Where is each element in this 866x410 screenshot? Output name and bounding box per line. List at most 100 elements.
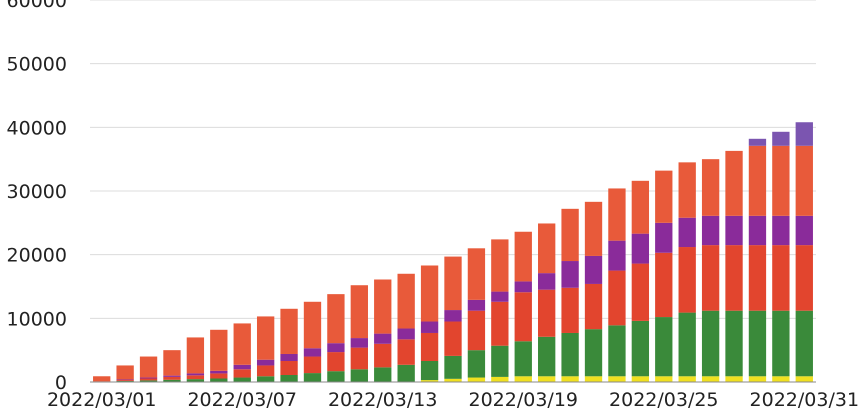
bar-segment bbox=[280, 353, 298, 361]
bar-segment bbox=[116, 365, 134, 380]
bar-segment bbox=[186, 375, 205, 380]
bar-segment bbox=[655, 317, 673, 377]
bar-segment bbox=[139, 377, 158, 379]
bar-segment bbox=[772, 376, 790, 382]
bar-segment bbox=[795, 376, 813, 382]
bar-segment bbox=[748, 215, 767, 246]
bar-segment bbox=[163, 375, 181, 377]
bar-segment bbox=[116, 379, 134, 381]
bar-segment bbox=[139, 356, 158, 378]
bar-segment bbox=[725, 376, 743, 382]
x-tick-label: 2022/03/19 bbox=[469, 389, 579, 410]
bar-segment bbox=[795, 215, 813, 246]
bar-segment bbox=[655, 170, 673, 223]
bar-segment bbox=[327, 294, 345, 344]
bar-segment bbox=[538, 273, 556, 290]
bar-segment bbox=[350, 369, 368, 382]
bar-segment bbox=[538, 336, 556, 377]
bar-segment bbox=[514, 341, 532, 377]
bar-segment bbox=[280, 374, 298, 382]
bar-segment bbox=[725, 245, 743, 311]
bar-segment bbox=[444, 256, 462, 311]
axes: 0 10000 20000 30000 40000 50000 60000 2022/03/0… bbox=[7, 0, 860, 410]
bar-segment bbox=[631, 376, 650, 382]
bar-segment bbox=[116, 380, 134, 382]
bar-segment bbox=[139, 380, 158, 382]
bar-segment bbox=[701, 245, 720, 311]
bar-segment bbox=[467, 299, 486, 311]
bar-segment bbox=[327, 371, 345, 382]
x-tick-label: 2022/03/01 bbox=[47, 389, 157, 410]
bar-segment bbox=[233, 377, 251, 382]
bar-segment bbox=[678, 312, 696, 377]
bar-segment bbox=[397, 328, 415, 340]
bar-segment bbox=[420, 380, 439, 382]
bar-segment bbox=[327, 352, 345, 372]
bar-segment bbox=[233, 323, 251, 365]
bar-segment bbox=[374, 367, 392, 382]
bar-segment bbox=[186, 379, 205, 382]
bar-segment bbox=[491, 239, 509, 292]
bar-segment bbox=[678, 162, 696, 218]
bar-segment bbox=[467, 310, 486, 351]
bar-segment bbox=[491, 291, 509, 302]
bar-segment bbox=[210, 378, 228, 382]
bar-segment bbox=[374, 333, 392, 344]
bar-segment bbox=[655, 376, 673, 382]
bar-segment bbox=[397, 273, 415, 329]
bar-segment bbox=[772, 131, 790, 146]
bar-segment bbox=[303, 348, 322, 357]
bar-segment bbox=[748, 145, 767, 216]
bar-segment bbox=[561, 208, 579, 262]
y-tick-label: 0 bbox=[55, 372, 67, 394]
bar-segment bbox=[186, 337, 205, 374]
bar-segment bbox=[374, 343, 392, 368]
bar-segment bbox=[701, 159, 720, 216]
bar-segment bbox=[397, 339, 415, 365]
bar-segment bbox=[655, 222, 673, 253]
y-tick-label: 60000 bbox=[7, 0, 67, 12]
bar-segment bbox=[561, 287, 579, 333]
x-tick-label: 2022/03/31 bbox=[750, 389, 860, 410]
y-tick-label: 10000 bbox=[7, 308, 67, 330]
bar-segment bbox=[678, 217, 696, 248]
bar-segment bbox=[584, 255, 603, 284]
bar-segment bbox=[772, 145, 790, 216]
bar-segment bbox=[444, 378, 462, 382]
bar-segment bbox=[350, 338, 368, 348]
bar-segment bbox=[491, 376, 509, 382]
bar-segment bbox=[561, 376, 579, 382]
bar-segment bbox=[210, 329, 228, 371]
bar-segment bbox=[467, 350, 486, 378]
bar-segment bbox=[210, 373, 228, 379]
bar-segment bbox=[139, 378, 158, 381]
bar-segment bbox=[303, 301, 322, 349]
y-tick-label: 50000 bbox=[7, 54, 67, 76]
bar-segment bbox=[420, 360, 439, 381]
bar-segment bbox=[725, 150, 743, 216]
bar-segment bbox=[772, 310, 790, 377]
bar-segment bbox=[444, 355, 462, 379]
bar-segment bbox=[420, 332, 439, 361]
bar-segment bbox=[584, 329, 603, 377]
bar-segment bbox=[397, 364, 415, 382]
bar-segment bbox=[772, 215, 790, 246]
bar-segment bbox=[303, 373, 322, 382]
bar-segment bbox=[655, 252, 673, 318]
bar-segment bbox=[795, 245, 813, 311]
bar-segment bbox=[795, 145, 813, 216]
bar-segment bbox=[608, 188, 626, 241]
bar-segment bbox=[210, 370, 228, 374]
bar-segment bbox=[420, 265, 439, 322]
bar-segment bbox=[748, 376, 767, 382]
bar-segment bbox=[420, 321, 439, 333]
y-tick-label: 30000 bbox=[7, 181, 67, 203]
bar-segment bbox=[256, 376, 275, 382]
bar-segment bbox=[163, 379, 181, 382]
bar-segment bbox=[772, 245, 790, 311]
bar-segment bbox=[256, 365, 275, 377]
x-tick-label: 2022/03/25 bbox=[609, 389, 719, 410]
bar-segment bbox=[233, 364, 251, 370]
bar-segment bbox=[608, 376, 626, 382]
bar-segment bbox=[584, 283, 603, 330]
